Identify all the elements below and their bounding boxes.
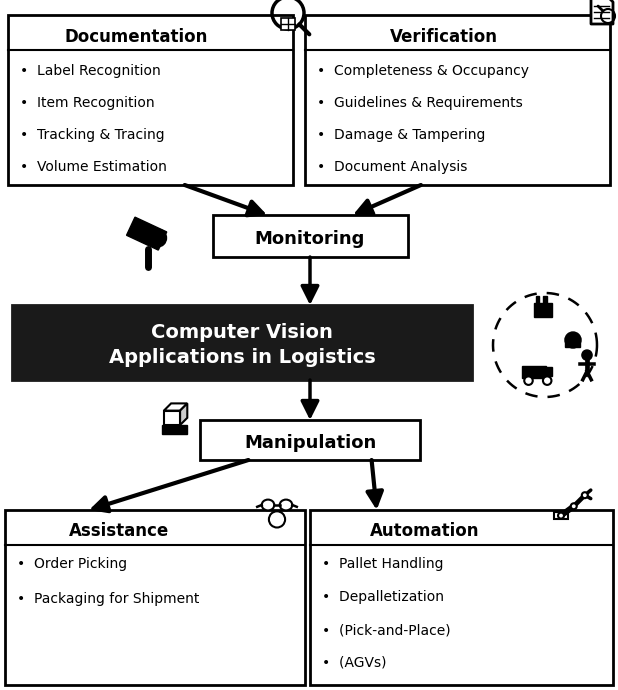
Text: Monitoring: Monitoring	[255, 230, 365, 248]
Bar	[8, 15, 293, 185]
Circle shape	[148, 229, 166, 247]
Bar	[164, 411, 180, 425]
Bar	[305, 15, 610, 185]
Circle shape	[582, 492, 588, 498]
Text: •  Packaging for Shipment: • Packaging for Shipment	[17, 592, 200, 606]
Bar	[162, 425, 187, 434]
Text: Automation: Automation	[370, 522, 480, 540]
Bar	[12, 305, 472, 380]
Bar	[213, 215, 407, 257]
Text: •  Depalletization: • Depalletization	[322, 590, 444, 604]
Bar	[281, 18, 295, 30]
Text: •  Label Recognition: • Label Recognition	[20, 64, 161, 78]
Bar	[543, 296, 546, 303]
Text: Computer Vision: Computer Vision	[151, 323, 333, 342]
Text: •  Pallet Handling: • Pallet Handling	[322, 557, 444, 571]
Text: Manipulation: Manipulation	[244, 434, 376, 452]
Text: Assistance: Assistance	[69, 522, 169, 540]
Text: •  Completeness & Occupancy: • Completeness & Occupancy	[317, 64, 529, 78]
Ellipse shape	[261, 500, 274, 511]
Circle shape	[543, 377, 551, 385]
Polygon shape	[180, 404, 187, 425]
Circle shape	[571, 503, 577, 509]
Bar	[565, 337, 580, 347]
Text: •  Document Analysis: • Document Analysis	[317, 160, 467, 174]
Ellipse shape	[280, 500, 292, 511]
Text: •  Volume Estimation: • Volume Estimation	[20, 160, 167, 174]
Text: •  Tracking & Tracing: • Tracking & Tracing	[20, 128, 164, 142]
Text: •  (Pick-and-Place): • (Pick-and-Place)	[322, 623, 451, 637]
Bar	[536, 296, 540, 303]
Bar	[5, 510, 305, 685]
Bar	[534, 303, 552, 317]
Bar	[200, 420, 420, 460]
Text: •  Order Picking: • Order Picking	[17, 557, 127, 571]
Text: •  Guidelines & Requirements: • Guidelines & Requirements	[317, 96, 523, 110]
Circle shape	[565, 332, 581, 348]
Text: Applications in Logistics: Applications in Logistics	[109, 348, 375, 367]
Polygon shape	[164, 404, 187, 411]
Circle shape	[558, 513, 564, 519]
Bar	[554, 512, 568, 519]
Polygon shape	[127, 217, 167, 250]
Circle shape	[269, 511, 285, 527]
Bar	[310, 510, 613, 685]
Bar	[522, 366, 546, 378]
Text: Documentation: Documentation	[65, 28, 208, 46]
Circle shape	[582, 350, 592, 360]
Text: •  (AGVs): • (AGVs)	[322, 656, 386, 670]
Text: •  Item Recognition: • Item Recognition	[20, 96, 154, 110]
Circle shape	[524, 377, 533, 385]
Text: Verification: Verification	[389, 28, 497, 46]
Polygon shape	[591, 0, 613, 24]
Bar	[544, 367, 552, 375]
Text: •  Damage & Tampering: • Damage & Tampering	[317, 128, 485, 142]
